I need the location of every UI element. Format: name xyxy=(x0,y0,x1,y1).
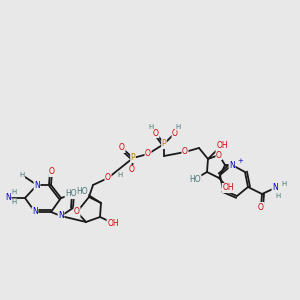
Text: N: N xyxy=(58,212,64,220)
Text: N: N xyxy=(229,160,235,169)
Text: O: O xyxy=(129,166,135,175)
Text: O: O xyxy=(216,151,222,160)
Text: +: + xyxy=(237,158,243,164)
Text: P: P xyxy=(131,154,135,163)
Text: O: O xyxy=(105,173,111,182)
Text: H: H xyxy=(148,124,154,130)
Text: OH: OH xyxy=(107,218,119,227)
Text: N: N xyxy=(71,190,77,199)
Text: N: N xyxy=(34,181,40,190)
Text: H: H xyxy=(281,181,286,187)
Text: N: N xyxy=(5,194,11,202)
Text: O: O xyxy=(153,128,159,137)
Text: O: O xyxy=(258,202,264,211)
Text: H: H xyxy=(11,199,16,205)
Text: N: N xyxy=(32,208,38,217)
Text: N: N xyxy=(272,184,278,193)
Text: O: O xyxy=(119,143,125,152)
Text: O: O xyxy=(145,149,151,158)
Text: O: O xyxy=(182,148,188,157)
Text: H: H xyxy=(20,172,25,178)
Text: HO: HO xyxy=(76,187,88,196)
Text: H: H xyxy=(176,124,181,130)
Text: P: P xyxy=(162,140,166,148)
Text: OH: OH xyxy=(222,184,234,193)
Text: HO: HO xyxy=(65,190,77,199)
Text: O: O xyxy=(74,208,80,217)
Text: H: H xyxy=(117,172,123,178)
Text: O: O xyxy=(172,128,178,137)
Text: H: H xyxy=(275,193,281,199)
Text: OH: OH xyxy=(216,140,228,149)
Text: O: O xyxy=(49,167,55,176)
Text: H: H xyxy=(11,189,16,195)
Text: HO: HO xyxy=(189,175,201,184)
